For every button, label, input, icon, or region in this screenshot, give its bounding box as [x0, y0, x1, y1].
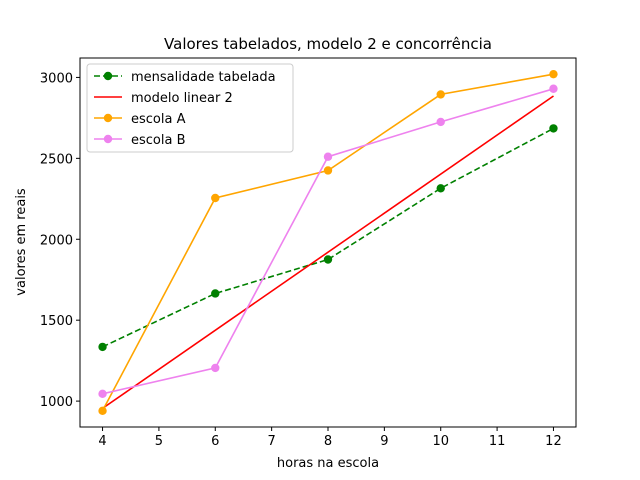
- data-point: [436, 90, 445, 99]
- data-point: [211, 363, 220, 373]
- x-tick-label: 9: [380, 434, 388, 449]
- legend-label: mensalidade tabelada: [131, 70, 276, 85]
- y-tick-label: 3000: [40, 71, 73, 86]
- data-point: [549, 124, 558, 133]
- data-point: [323, 166, 333, 175]
- x-tick-label: 7: [267, 434, 275, 449]
- y-tick-label: 1000: [40, 395, 73, 410]
- chart-title: Valores tabelados, modelo 2 e concorrênc…: [164, 35, 492, 53]
- legend-label: modelo linear 2: [131, 91, 233, 106]
- plot-series: [98, 69, 558, 416]
- y-axis-label: valores em reais: [14, 188, 29, 296]
- x-tick-label: 12: [545, 434, 562, 449]
- legend-marker: [103, 113, 113, 123]
- data-point: [436, 184, 445, 193]
- x-tick-label: 8: [324, 434, 332, 449]
- data-point: [323, 255, 333, 264]
- legend: mensalidade tabelada modelo linear 2 escol…: [86, 63, 294, 153]
- legend-marker: [103, 134, 113, 144]
- x-tick-label: 10: [432, 434, 449, 449]
- data-point: [549, 69, 558, 79]
- data-point: [211, 193, 220, 203]
- x-axis-label: horas na escola: [277, 456, 379, 471]
- series-line: [102, 127, 554, 348]
- legend-label: escola B: [131, 133, 186, 148]
- y-tick-label: 1500: [40, 314, 73, 329]
- legend-box: [86, 63, 294, 153]
- data-point: [98, 342, 107, 352]
- data-point: [98, 389, 107, 399]
- data-point: [549, 84, 558, 93]
- data-point: [323, 152, 333, 161]
- x-axis: 4 5 6 7 8 9 10 11 12: [98, 427, 562, 449]
- y-axis: 1000 1500 2000 2500 3000: [40, 71, 80, 410]
- x-tick-label: 11: [489, 434, 506, 449]
- data-point: [211, 289, 220, 298]
- series-line: [102, 95, 554, 410]
- x-tick-label: 5: [155, 434, 163, 449]
- y-tick-label: 2500: [40, 152, 73, 167]
- x-tick-label: 6: [211, 434, 219, 449]
- y-tick-label: 2000: [40, 233, 73, 248]
- legend-label: escola A: [131, 112, 186, 127]
- x-tick-label: 4: [98, 434, 106, 449]
- data-point: [98, 406, 107, 416]
- data-point: [436, 117, 445, 127]
- legend-marker: [103, 71, 113, 81]
